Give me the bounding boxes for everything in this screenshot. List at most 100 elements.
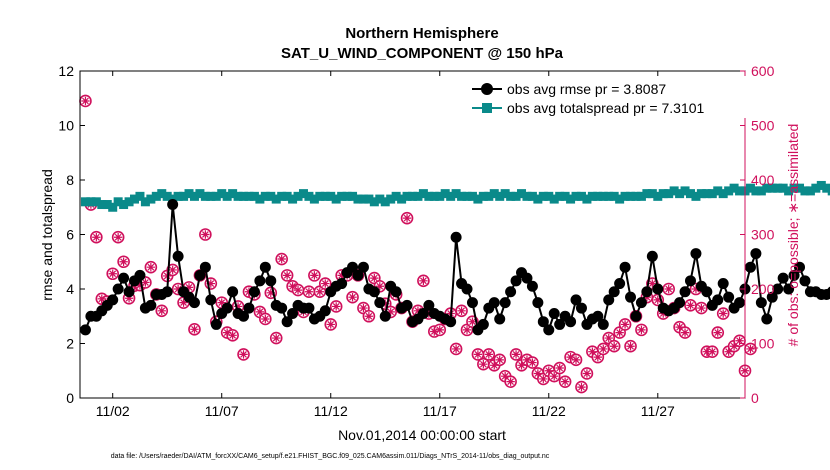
rmse-point <box>243 302 255 314</box>
rmse-point <box>777 272 789 284</box>
spread-point <box>353 194 363 204</box>
spread-point <box>495 191 505 201</box>
y-tick-label: 8 <box>66 172 74 188</box>
spread-point <box>789 183 799 193</box>
spread-point <box>288 194 298 204</box>
obs-assimilated-point <box>173 284 183 294</box>
rmse-point <box>281 316 293 328</box>
rmse-point <box>690 248 702 260</box>
spread-point <box>478 191 488 201</box>
spread-point <box>271 194 281 204</box>
spread-point <box>800 186 810 196</box>
rmse-point <box>227 286 239 298</box>
x-tick-label: 11/12 <box>314 403 348 419</box>
spread-point <box>582 194 592 204</box>
spread-point <box>189 191 199 201</box>
spread-point <box>97 200 107 210</box>
obs-assimilated-point <box>615 328 624 337</box>
spread-point <box>413 191 423 201</box>
obs-assimilated-point <box>435 325 444 335</box>
obs-assimilated-point <box>304 287 314 296</box>
spread-point <box>424 191 434 201</box>
y-tick-label: 4 <box>66 281 74 297</box>
spread-point <box>467 191 477 201</box>
rmse-point <box>167 199 179 211</box>
legend: obs avg rmse pr = 3.8087 obs avg totalsp… <box>466 76 756 118</box>
spread-point <box>555 191 565 201</box>
obs-assimilated-point <box>326 320 335 329</box>
spread-point <box>408 191 417 201</box>
spread-point <box>544 191 554 201</box>
rmse-point <box>466 297 478 309</box>
spread-point <box>664 189 674 199</box>
obs-assimilated-point <box>582 369 592 378</box>
rmse-point <box>199 261 211 273</box>
spread-point <box>315 191 325 201</box>
obs-assimilated-point <box>653 295 662 305</box>
rmse-point <box>488 297 500 309</box>
obs-assimilated-point <box>522 355 532 365</box>
rmse-point <box>477 318 489 330</box>
spread-point <box>86 197 96 207</box>
obs-assimilated-point <box>348 292 357 302</box>
rmse-point <box>619 261 631 273</box>
obs-assimilated-point <box>539 374 548 384</box>
rmse-point <box>641 286 653 298</box>
rmse-point <box>336 278 348 290</box>
rmse-point <box>145 299 157 311</box>
y2-axis-label: # of obs: o=possible; ∗=assimilated <box>785 124 801 347</box>
rmse-point <box>717 278 729 290</box>
rmse-point <box>543 324 555 336</box>
spread-point <box>756 186 766 196</box>
x-tick-label: 11/17 <box>423 403 457 419</box>
rmse-point <box>188 297 200 309</box>
spread-point <box>604 191 614 201</box>
spread-point <box>102 200 112 210</box>
rmse-point <box>701 286 713 298</box>
rmse-point <box>118 272 130 284</box>
rmse-point <box>161 286 173 298</box>
spread-point <box>549 194 559 204</box>
obs-assimilated-point <box>555 363 564 373</box>
rmse-point <box>597 318 609 330</box>
rmse-point <box>570 294 582 306</box>
rmse-point <box>319 305 331 317</box>
spread-point <box>162 191 172 201</box>
rmse-point <box>723 291 735 303</box>
spread-point <box>462 191 472 201</box>
legend-rmse-label: obs avg rmse pr = 3.8087 <box>507 81 666 97</box>
obs-assimilated-point <box>331 302 341 311</box>
rmse-point <box>494 313 506 325</box>
rmse-point <box>521 272 533 284</box>
obs-assimilated-point <box>560 377 570 386</box>
obs-assimilated-point <box>293 285 303 295</box>
obs-assimilated-point <box>81 96 90 106</box>
rmse-point <box>194 269 206 281</box>
x-axis-label: Nov.01,2014 00:00:00 start <box>338 427 506 443</box>
rmse-point <box>537 316 549 328</box>
spread-point <box>151 191 161 201</box>
x-tick-label: 11/07 <box>205 403 239 419</box>
spread-point <box>658 189 668 199</box>
obs-assimilated-point <box>321 279 330 288</box>
spread-point <box>304 191 314 201</box>
spread-point <box>260 191 270 201</box>
obs-assimilated-point <box>468 317 477 326</box>
rmse-point <box>79 324 91 336</box>
rmse-point <box>712 294 724 306</box>
obs-assimilated-point <box>528 358 537 367</box>
spread-point <box>707 189 717 199</box>
spread-point <box>358 194 368 204</box>
obs-assimilated-point <box>315 287 325 296</box>
rmse-point <box>761 313 773 325</box>
rmse-point <box>357 261 369 273</box>
spread-point <box>391 191 401 201</box>
obs-assimilated-point <box>201 230 210 239</box>
rmse-point <box>445 316 457 328</box>
obs-assimilated-point <box>484 350 494 359</box>
rmse-point <box>123 286 135 298</box>
spread-point <box>571 191 581 201</box>
rmse-point <box>210 318 222 330</box>
spread-point <box>211 191 221 201</box>
obs-assimilated-point <box>146 263 156 272</box>
